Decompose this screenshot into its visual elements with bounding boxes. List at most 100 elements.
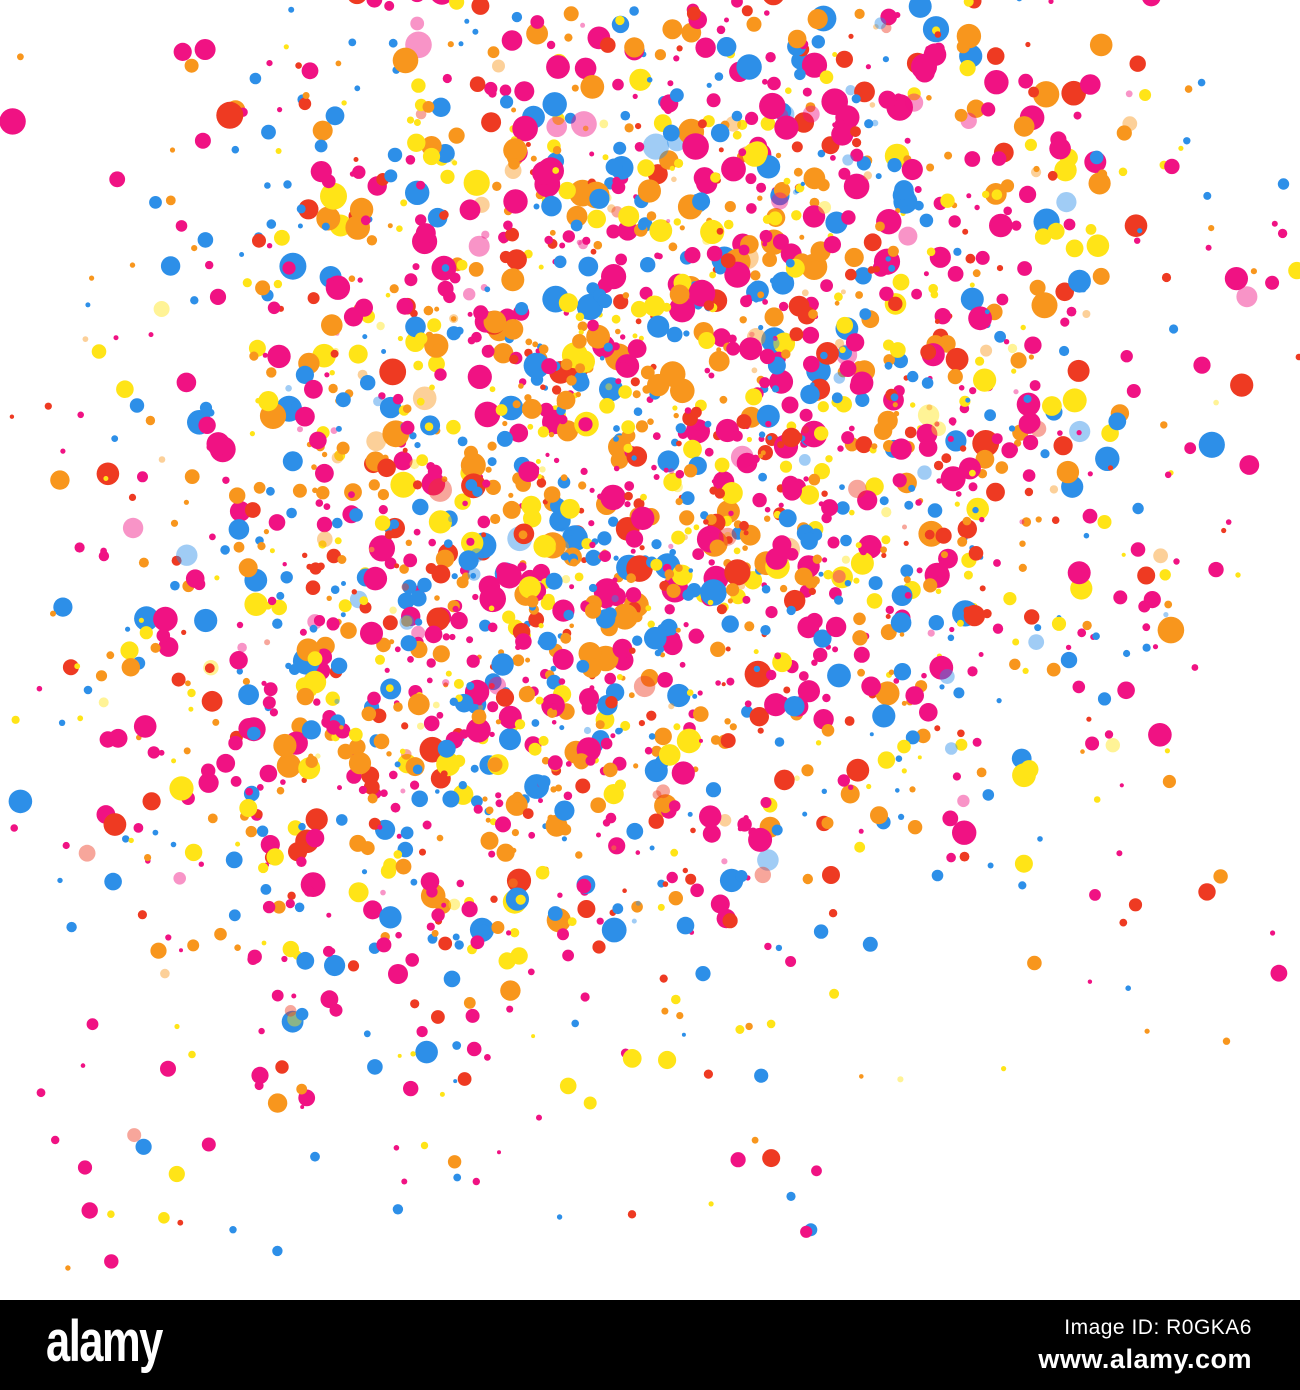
confetti-dot (723, 219, 734, 230)
confetti-dot (291, 993, 297, 999)
confetti-dot (1024, 336, 1042, 354)
confetti-dot (731, 0, 743, 8)
confetti-dot (407, 133, 426, 152)
confetti-dot (405, 155, 416, 165)
confetti-dot (551, 720, 557, 725)
confetti-dot (564, 112, 576, 124)
confetti-dot (668, 891, 683, 906)
confetti-dot (551, 385, 562, 395)
confetti-dot (799, 234, 805, 240)
confetti-dot (779, 460, 793, 473)
confetti-dot (170, 841, 177, 848)
confetti-dot (812, 554, 822, 564)
confetti-dot (428, 355, 445, 373)
confetti-dot (871, 443, 878, 450)
confetti-dot (830, 155, 836, 161)
confetti-dot (561, 575, 571, 584)
confetti-dot (647, 373, 670, 397)
confetti-dot (419, 736, 446, 763)
confetti-dot (557, 892, 563, 898)
confetti-dot (547, 755, 563, 771)
confetti-dot (742, 595, 751, 604)
confetti-dot (682, 867, 688, 874)
confetti-dot (425, 331, 434, 340)
confetti-dot (914, 186, 922, 193)
confetti-dot (984, 409, 996, 422)
confetti-dot (188, 706, 194, 712)
confetti-dot (765, 52, 776, 63)
confetti-dot (173, 42, 192, 62)
confetti-dot (1028, 86, 1039, 98)
confetti-dot (638, 720, 646, 727)
confetti-dot (731, 110, 743, 122)
confetti-dot (358, 785, 367, 795)
confetti-dot (526, 22, 548, 45)
confetti-dot (135, 1138, 152, 1155)
confetti-dot (885, 605, 894, 615)
confetti-dot (792, 432, 803, 443)
confetti-dot (647, 418, 654, 426)
confetti-dot (590, 248, 597, 255)
confetti-dot (331, 452, 344, 464)
confetti-dot (1013, 116, 1035, 137)
confetti-dot (848, 33, 854, 39)
confetti-dot (305, 755, 318, 768)
confetti-dot (673, 723, 681, 731)
confetti-dot (1235, 572, 1241, 578)
confetti-dot (402, 447, 408, 453)
confetti-dot (578, 256, 599, 277)
confetti-dot (231, 145, 240, 154)
confetti-dot (625, 530, 644, 548)
confetti-dot (495, 688, 515, 707)
confetti-dot (245, 787, 254, 796)
confetti-dot (1029, 380, 1041, 391)
confetti-dot (269, 548, 275, 554)
confetti-dot (17, 53, 24, 61)
confetti-dot (760, 797, 772, 808)
confetti-dot (749, 331, 755, 338)
confetti-dot (895, 755, 903, 762)
confetti-dot (280, 779, 286, 785)
confetti-dot (1016, 392, 1041, 417)
confetti-dot (1087, 471, 1093, 477)
confetti-dot (675, 498, 683, 506)
confetti-dot (441, 476, 448, 483)
confetti-image (0, 0, 1300, 1271)
confetti-dot (62, 659, 79, 676)
confetti-dot (773, 332, 796, 355)
confetti-dot (539, 466, 546, 473)
confetti-dot (512, 791, 523, 803)
confetti-dot (993, 559, 1001, 567)
confetti-dot (939, 669, 955, 684)
confetti-dot (924, 529, 935, 540)
confetti-dot (422, 820, 432, 830)
confetti-dot (673, 412, 679, 419)
confetti-dot (1118, 167, 1128, 177)
confetti-dot (762, 78, 768, 85)
confetti-dot (251, 1066, 269, 1084)
confetti-dot (283, 44, 289, 50)
confetti-dot (406, 116, 415, 124)
confetti-dot (404, 273, 418, 287)
confetti-dot (496, 843, 515, 862)
confetti-dot (941, 453, 952, 464)
confetti-dot (595, 720, 605, 730)
confetti-dot (288, 6, 295, 13)
confetti-dot (1142, 0, 1161, 7)
confetti-dot (415, 108, 427, 120)
confetti-dot (587, 319, 599, 332)
confetti-dot (875, 221, 885, 232)
confetti-dot (669, 284, 690, 305)
confetti-dot (317, 531, 333, 547)
confetti-dot (511, 11, 523, 23)
confetti-dot (931, 421, 946, 437)
confetti-dot (934, 31, 942, 38)
confetti-dot (956, 619, 964, 627)
confetti-dot (811, 1165, 822, 1177)
confetti-dot (297, 223, 303, 229)
confetti-dot (299, 628, 307, 636)
confetti-dot (838, 167, 851, 180)
confetti-dot (736, 414, 752, 430)
confetti-dot (451, 573, 458, 580)
confetti-dot (700, 579, 727, 606)
